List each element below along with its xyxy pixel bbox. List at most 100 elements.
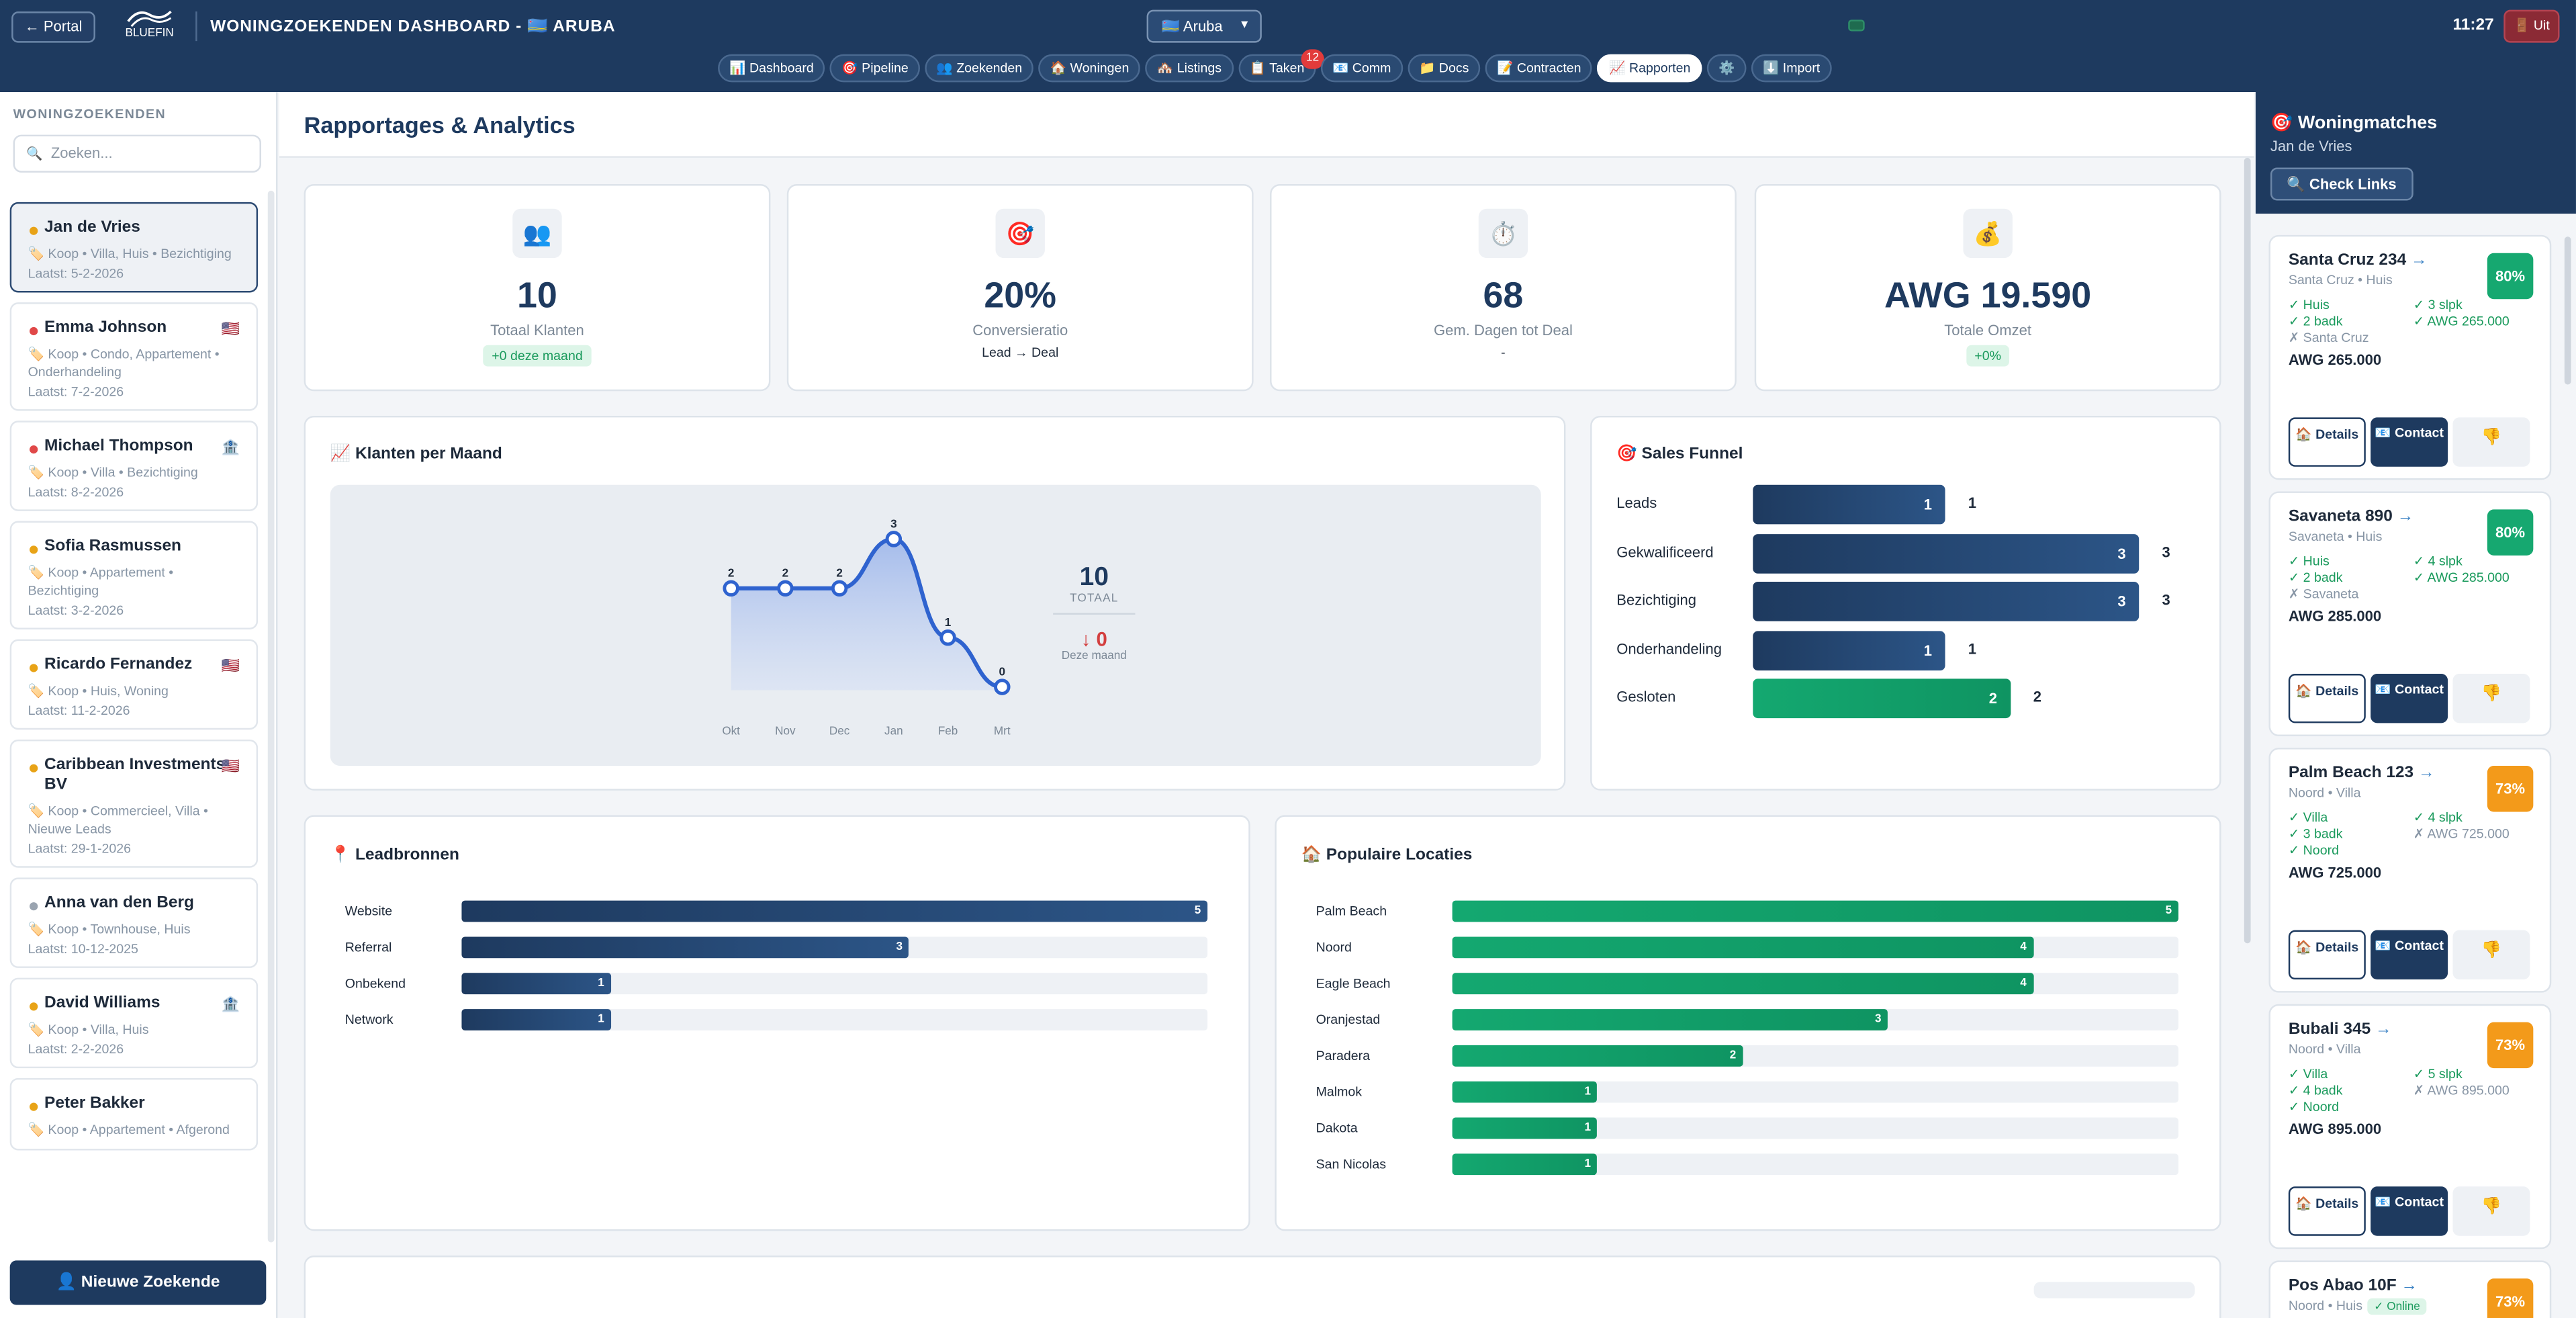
hbar-label: Referral xyxy=(344,940,392,955)
sidebar-scrollbar[interactable] xyxy=(267,190,275,1243)
match-price: AWG 725.000 xyxy=(2288,864,2382,881)
match-title[interactable]: Bubali 345 → xyxy=(2289,1020,2532,1039)
client-card[interactable]: Sofia Rasmussen 🏷️ Koop • Appartement • B… xyxy=(9,521,259,629)
client-card[interactable]: Caribbean Investments BV 🇺🇸 🏷️ Koop • Comm… xyxy=(9,739,259,868)
region-select[interactable]: 🇦🇼 Aruba ▼ xyxy=(1146,9,1262,43)
client-last-contact: Laatst: 8-2-2026 xyxy=(28,484,124,500)
contact-button[interactable]: 📧 Contact xyxy=(2371,1186,2448,1236)
change-value: ↓ 0 xyxy=(1080,627,1107,651)
new-client-button[interactable]: 👤 Nieuwe Zoekende xyxy=(9,1260,267,1305)
next-report-card xyxy=(304,1256,2221,1318)
top-bar: ← Portal BLUEFIN WONINGZOEKENDEN DASHBOA… xyxy=(0,0,2576,92)
client-card[interactable]: Ricardo Fernandez 🇺🇸 🏷️ Koop • Huis, Wonin… xyxy=(9,639,259,730)
tab-dashboard[interactable]: 📊 Dashboard xyxy=(718,54,825,83)
match-title[interactable]: Pos Abao 10F → xyxy=(2289,1277,2532,1295)
sidebar-title: WONINGZOEKENDEN xyxy=(13,107,167,122)
client-info: 🏷️ Koop • Appartement • Afgerond xyxy=(28,1122,230,1137)
contact-button[interactable]: 📧 Contact xyxy=(2371,417,2448,467)
tab-zoekenden[interactable]: 👥 Zoekenden xyxy=(925,54,1034,83)
match-title[interactable]: Savaneta 890 → xyxy=(2289,508,2532,526)
match-actions: 🏠 Details 📧 Contact 👎 xyxy=(2288,417,2530,467)
tab-label: 🏘️ Listings xyxy=(1156,60,1222,76)
tab-docs[interactable]: 📁 Docs xyxy=(1407,54,1481,83)
dislike-button[interactable]: 👎 xyxy=(2452,674,2530,723)
card-action-button[interactable] xyxy=(2033,1282,2195,1299)
status-dot-icon xyxy=(30,226,38,235)
match-title[interactable]: Santa Cruz 234 → xyxy=(2289,251,2532,269)
contact-button[interactable]: 📧 Contact xyxy=(2371,674,2448,723)
logout-button[interactable]: 🚪 Uit xyxy=(2503,9,2560,43)
tab-settings[interactable]: ⚙️ xyxy=(1706,54,1747,83)
match-feature: ✓ 4 slpk xyxy=(2413,554,2463,569)
dislike-button[interactable]: 👎 xyxy=(2452,930,2530,980)
tab-import[interactable]: ⬇️ Import xyxy=(1751,54,1832,83)
details-button[interactable]: 🏠 Details xyxy=(2288,674,2366,723)
match-title-text: Palm Beach 123 xyxy=(2288,764,2414,783)
match-card[interactable]: Savaneta 890 → Savaneta • Huis 80% ✓ Huis ✓ … xyxy=(2268,491,2552,736)
client-name: Michael Thompson xyxy=(44,437,193,455)
chart-point[interactable] xyxy=(939,629,956,646)
match-sub-text: Santa Cruz • Huis xyxy=(2288,273,2393,288)
match-card[interactable]: Santa Cruz 234 → Santa Cruz • Huis 80% ✓ Hu… xyxy=(2268,234,2552,480)
kpi-sub: +0 deze maand xyxy=(484,345,591,367)
match-feature: ✓ Huis xyxy=(2288,554,2330,569)
chart-point[interactable] xyxy=(994,678,1011,695)
match-card[interactable]: Palm Beach 123 → Noord • Villa 73% ✓ Villa ✓… xyxy=(2268,748,2552,993)
client-card[interactable]: Peter Bakker 🏷️ Koop • Appartement • Afge… xyxy=(9,1078,259,1151)
client-last-contact: Laatst: 5-2-2026 xyxy=(28,266,124,281)
details-button[interactable]: 🏠 Details xyxy=(2288,930,2366,980)
main-scrollbar[interactable] xyxy=(2244,157,2251,944)
tab-taken[interactable]: 📋 Taken 12 xyxy=(1238,49,1324,83)
funnel-value: 2 xyxy=(2033,689,2042,705)
dislike-button[interactable]: 👎 xyxy=(2452,417,2530,467)
tab-listings[interactable]: 🏘️ Listings xyxy=(1145,54,1234,83)
status-dot-icon xyxy=(30,764,38,773)
match-title[interactable]: Palm Beach 123 → xyxy=(2289,764,2532,783)
funnel-row: Onderhandeling 1 1 xyxy=(1616,630,2198,670)
matches-scrollbar[interactable] xyxy=(2564,236,2571,385)
hbar-track: 4 xyxy=(1452,936,2178,959)
details-button[interactable]: 🏠 Details xyxy=(2288,417,2366,467)
clock: 11:27 xyxy=(2452,16,2494,35)
client-card[interactable]: Michael Thompson 🏦 🏷️ Koop • Villa • Bezic… xyxy=(9,421,259,511)
hbar-track: 2 xyxy=(1452,1045,2178,1067)
client-card[interactable]: Anna van den Berg 🏷️ Koop • Townhouse, Hu… xyxy=(9,877,259,968)
funnel-value: 1 xyxy=(1968,640,1977,657)
match-feature: ✗ AWG 725.000 xyxy=(2413,826,2510,842)
chart-point[interactable] xyxy=(723,580,739,597)
client-card[interactable]: David Williams 🏦 🏷️ Koop • Villa, Huis Laat… xyxy=(9,977,259,1069)
status-dot-icon xyxy=(30,664,38,672)
match-features: ✓ Huis ✓ 3 slpk ✓ 2 badk ✓ AWG 265.000 ✗ San… xyxy=(2289,298,2532,345)
client-card[interactable]: Emma Johnson 🇺🇸 🏷️ Koop • Condo, Apparteme… xyxy=(9,302,259,411)
stopwatch-icon: ⏱️ xyxy=(1478,208,1528,259)
status-dot-icon xyxy=(30,1102,38,1111)
chart-point[interactable] xyxy=(777,580,794,597)
tab-comm[interactable]: 📧 Comm xyxy=(1320,54,1403,83)
search-input[interactable]: 🔍 Zoeken... xyxy=(13,134,261,173)
funnel-bar: 1 xyxy=(1753,630,1945,670)
hbar-label: Network xyxy=(344,1012,394,1027)
tab-woningen[interactable]: 🏠 Woningen xyxy=(1038,54,1141,83)
match-feature: ✓ Noord xyxy=(2288,1099,2339,1114)
match-card[interactable]: Pos Abao 10F → Noord • Huis ✓ Online 73% xyxy=(2268,1260,2552,1318)
match-feature: ✓ 5 slpk xyxy=(2413,1066,2463,1082)
dislike-button[interactable]: 👎 xyxy=(2452,1186,2530,1236)
funnel-bar: 3 xyxy=(1753,533,2140,573)
match-feature: ✓ Noord xyxy=(2288,843,2339,859)
client-card[interactable]: Jan de Vries 🏷️ Koop • Villa, Huis • Bezi… xyxy=(9,202,259,293)
check-links-button[interactable]: 🔍 Check Links xyxy=(2270,167,2413,201)
portal-button[interactable]: ← Portal xyxy=(11,11,95,43)
match-card[interactable]: Bubali 345 → Noord • Villa 73% ✓ Villa ✓ 5 s… xyxy=(2268,1004,2552,1249)
tab-rapporten[interactable]: 📈 Rapporten xyxy=(1598,54,1702,83)
hbar-row: Malmok 1 xyxy=(1316,1081,2178,1103)
hbar-track: 3 xyxy=(1452,1009,2178,1030)
contact-button[interactable]: 📧 Contact xyxy=(2371,930,2448,980)
client-name: Caribbean Investments BV xyxy=(44,756,226,794)
chart-point[interactable] xyxy=(885,531,903,547)
tab-contracten[interactable]: 📝 Contracten xyxy=(1485,54,1593,83)
details-button[interactable]: 🏠 Details xyxy=(2288,1186,2366,1236)
tab-pipeline[interactable]: 🎯 Pipeline xyxy=(830,54,920,83)
chart-point[interactable] xyxy=(831,580,848,597)
match-subtitle: Noord • Villa xyxy=(2289,1042,2532,1057)
tab-label: 📋 Taken xyxy=(1249,60,1305,76)
